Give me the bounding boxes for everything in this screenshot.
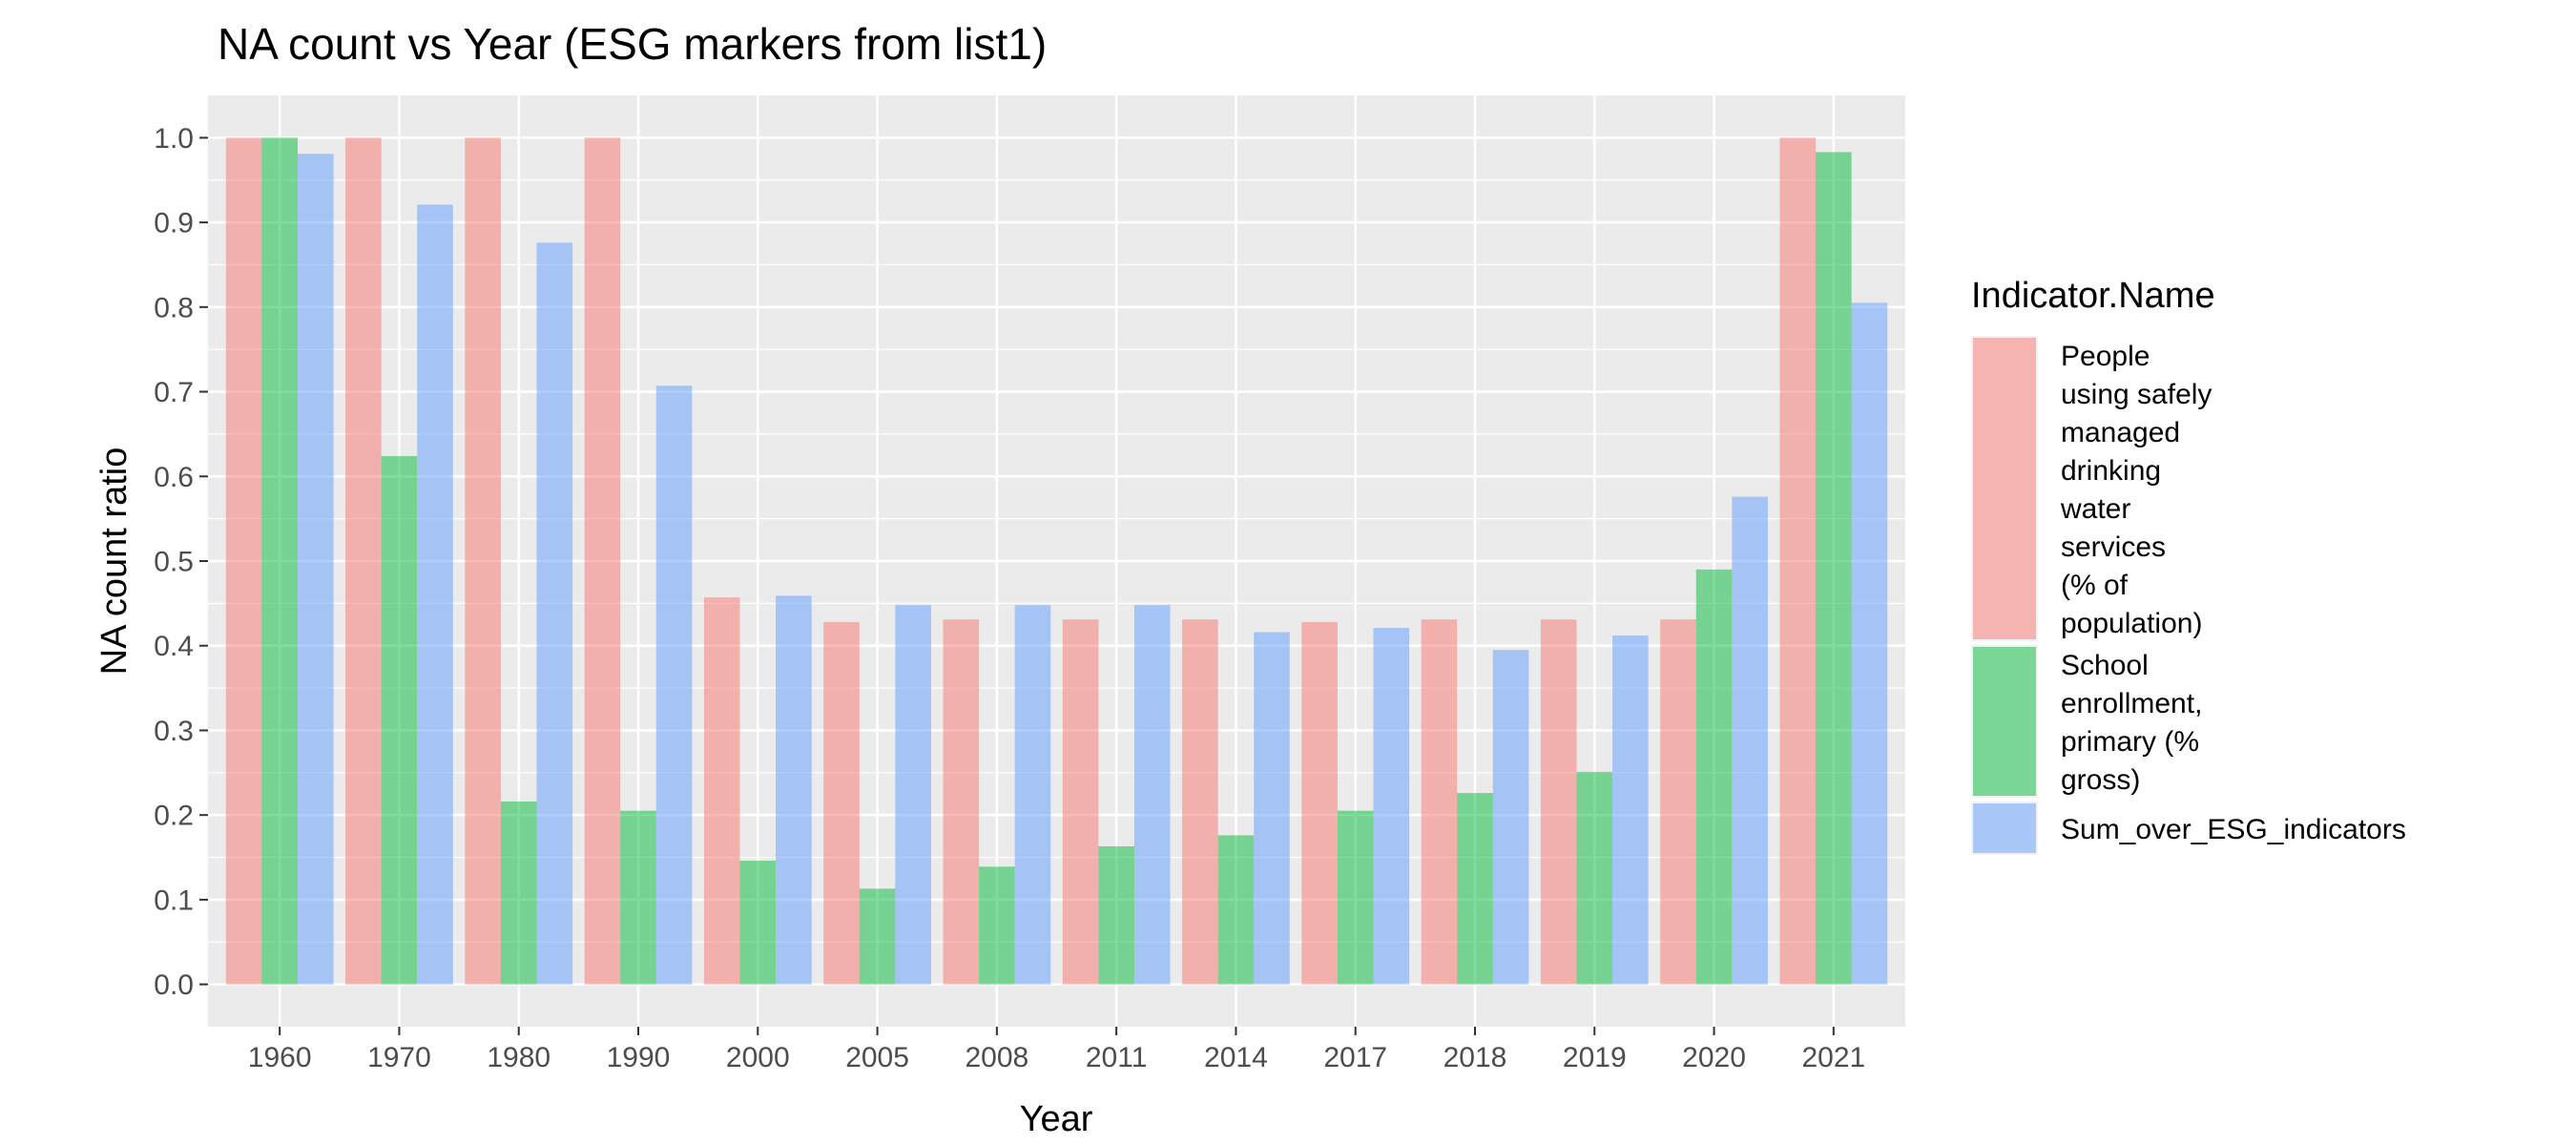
y-tick-label: 0.2 (154, 801, 194, 832)
bar-1-2011 (1062, 619, 1099, 985)
x-tick-label: 1970 (367, 1042, 431, 1073)
bar-1-2014 (1182, 619, 1218, 985)
legend-label-line: population) (2061, 608, 2202, 639)
legend-label-line: gross) (2061, 764, 2140, 796)
legend-label-line: services (2061, 531, 2166, 563)
bar-3-1960 (297, 154, 334, 985)
bar-3-1970 (417, 204, 453, 985)
chart-title: NA count vs Year (ESG markers from list1… (218, 19, 1047, 69)
y-axis-title: NA count ratio (94, 448, 135, 676)
legend-key-3 (1973, 803, 2036, 853)
bar-2-2018 (1457, 793, 1493, 985)
bar-2-2011 (1098, 846, 1134, 985)
legend-key-1 (1973, 338, 2036, 639)
bar-3-2008 (1014, 605, 1051, 985)
x-tick-label: 2021 (1801, 1042, 1865, 1073)
bar-2-2017 (1337, 810, 1374, 985)
bar-3-2014 (1254, 632, 1290, 985)
bar-3-1990 (655, 385, 693, 985)
bar-3-2000 (776, 595, 812, 985)
bar-2-2008 (979, 866, 1015, 985)
legend-label-line: (% of (2061, 570, 2129, 601)
x-tick-label: 2019 (1563, 1042, 1627, 1073)
y-tick-label: 0.8 (154, 292, 194, 323)
x-tick-label: 2014 (1204, 1042, 1268, 1073)
bar-2-1970 (381, 455, 418, 985)
legend-key-2 (1973, 647, 2036, 796)
legend-label-line: Sum_over_ESG_indicators (2061, 814, 2406, 845)
legend-label-line: using safely (2061, 379, 2212, 410)
bar-1-2017 (1301, 621, 1338, 985)
bar-3-2018 (1492, 650, 1529, 985)
y-axis-ticks: 0.0 0.1 0.2 0.3 0.4 0.5 0.6 0.7 0.8 0.9 1.0 (154, 123, 208, 1001)
bar-2-2019 (1576, 771, 1613, 985)
bar-2-1980 (500, 801, 537, 985)
bar-1-1970 (345, 137, 382, 985)
bar-1-2019 (1540, 619, 1577, 985)
legend-title: Indicator.Name (1971, 276, 2215, 316)
bar-2-2000 (739, 861, 777, 985)
y-tick-label: 0.0 (154, 969, 194, 1001)
bar-3-2005 (895, 605, 931, 985)
bar-2-2021 (1816, 152, 1852, 985)
legend-label-line: managed (2061, 417, 2180, 448)
bar-2-2005 (859, 888, 896, 985)
bar-2-1990 (620, 810, 656, 985)
bar-1-2008 (943, 619, 980, 985)
bar-1-1980 (465, 137, 501, 985)
y-tick-label: 0.9 (154, 208, 194, 239)
y-tick-label: 0.3 (154, 716, 194, 747)
bar-2-2014 (1217, 835, 1255, 985)
bar-2-2020 (1695, 569, 1733, 985)
y-tick-label: 0.6 (154, 462, 194, 493)
bars (225, 137, 1888, 985)
bar-1-2005 (823, 621, 860, 985)
bar-3-2021 (1851, 302, 1888, 985)
x-tick-label: 2000 (726, 1042, 790, 1073)
y-tick-label: 0.5 (154, 547, 194, 578)
bar-1-1960 (225, 137, 262, 985)
x-tick-label: 2020 (1682, 1042, 1746, 1073)
x-tick-label: 2008 (965, 1042, 1028, 1073)
legend-label-line: People (2061, 341, 2150, 372)
bar-3-1980 (536, 242, 573, 985)
x-tick-label: 1980 (487, 1042, 551, 1073)
x-axis-title: Year (1020, 1099, 1093, 1139)
x-axis-ticks: 1960 1970 1980 1990 2000 2005 2008 2011 2014 2017… (248, 1027, 1865, 1073)
legend-label-line: enrollment, (2061, 688, 2202, 719)
bar-1-2021 (1779, 137, 1817, 985)
x-tick-label: 2017 (1323, 1042, 1387, 1073)
x-tick-label: 2011 (1086, 1042, 1148, 1073)
legend-label-2: School enrollment, primary (% gross) (2061, 650, 2202, 796)
y-tick-label: 1.0 (154, 123, 194, 155)
legend-label-line: drinking (2061, 455, 2161, 487)
legend-label-line: water (2060, 493, 2130, 525)
bar-1-2000 (703, 597, 740, 985)
bar-1-2020 (1660, 619, 1696, 985)
x-tick-label: 1960 (248, 1042, 312, 1073)
x-tick-label: 2018 (1444, 1042, 1507, 1073)
bar-1-2018 (1421, 619, 1458, 985)
legend-label-line: primary (% (2061, 726, 2199, 758)
x-tick-label: 1990 (607, 1042, 671, 1073)
y-tick-label: 0.1 (154, 885, 194, 916)
y-tick-label: 0.4 (154, 631, 194, 662)
bar-2-1960 (261, 137, 298, 985)
bar-1-1990 (584, 137, 621, 985)
legend-label-1: People using safely managed drinking water se… (2060, 341, 2212, 639)
bar-3-2019 (1612, 635, 1649, 985)
bar-3-2017 (1373, 628, 1410, 985)
legend-label-line: School (2061, 650, 2149, 681)
bar-3-2011 (1133, 605, 1171, 985)
bar-3-2020 (1732, 496, 1768, 985)
x-tick-label: 2005 (845, 1042, 909, 1073)
legend-label-3: Sum_over_ESG_indicators (2061, 814, 2406, 845)
legend: Indicator.Name People using safely managed… (1971, 276, 2406, 855)
y-tick-label: 0.7 (154, 377, 194, 408)
